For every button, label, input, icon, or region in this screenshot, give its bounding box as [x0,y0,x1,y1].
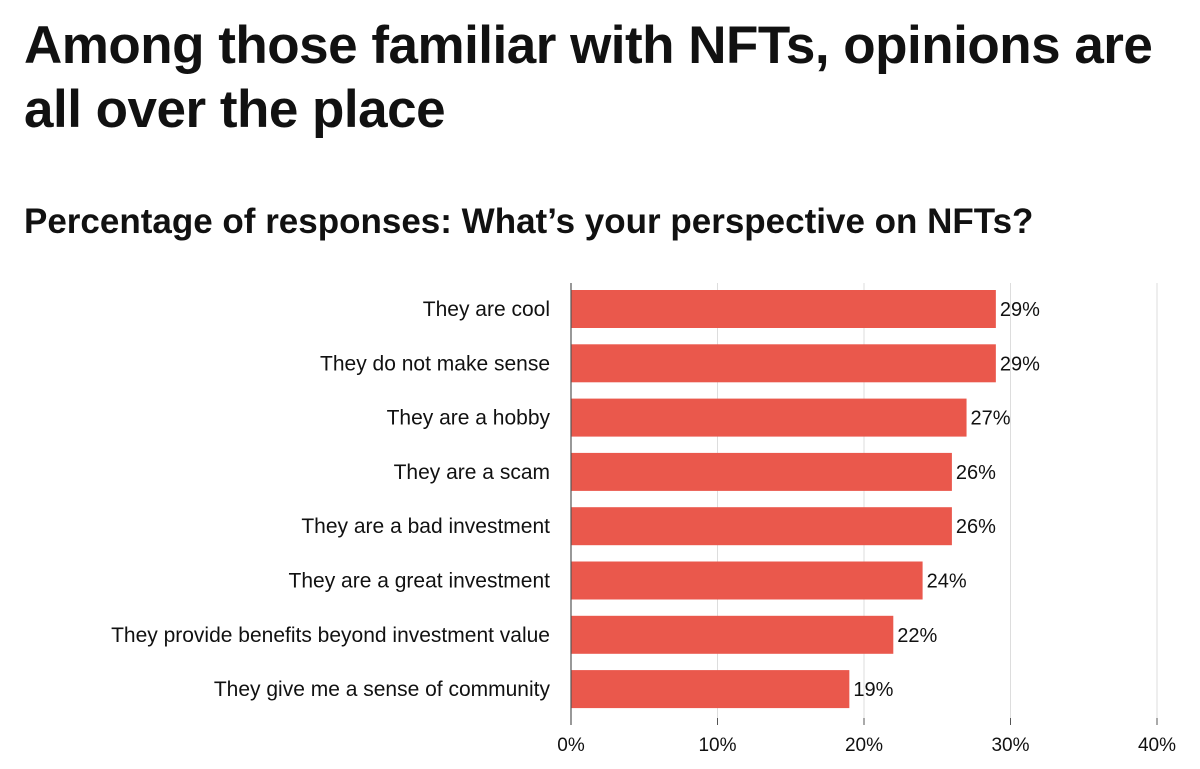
category-label: They are a great investment [289,570,551,593]
bar [571,344,996,383]
category-label: They do not make sense [320,352,550,375]
value-label: 22% [897,625,937,647]
category-label: They are a bad investment [301,515,550,538]
x-tick-label: 30% [991,735,1029,756]
chart-title: Among those familiar with NFTs, opinions… [24,16,1153,139]
x-tick-label: 40% [1138,735,1176,756]
value-label: 29% [1000,353,1040,375]
value-label: 29% [1000,299,1040,321]
value-label: 26% [956,462,996,484]
category-label: They provide benefits beyond investment … [111,624,550,647]
x-tick-label: 0% [557,735,585,756]
x-tick-label: 20% [845,735,883,756]
chart-subtitle: Percentage of responses: What’s your per… [24,202,1034,241]
bar [571,398,967,437]
category-label: They are a hobby [387,407,551,430]
bar [571,507,952,546]
category-label: They give me a sense of community [214,678,551,701]
bar [571,452,952,491]
axes: 0% 10% 20% 30% 40% [557,283,1176,756]
bar [571,615,894,654]
value-label: 19% [853,679,893,701]
bar [571,290,996,328]
bar [571,561,923,600]
value-label: 24% [927,571,967,593]
x-tick-label: 10% [698,735,736,756]
category-label: They are cool [423,298,550,321]
value-label: 26% [956,516,996,538]
value-label: 27% [971,408,1011,430]
bars: They are cool 29% They do not make sense 29… [111,290,1040,709]
category-label: They are a scam [394,461,550,484]
bar [571,670,850,709]
